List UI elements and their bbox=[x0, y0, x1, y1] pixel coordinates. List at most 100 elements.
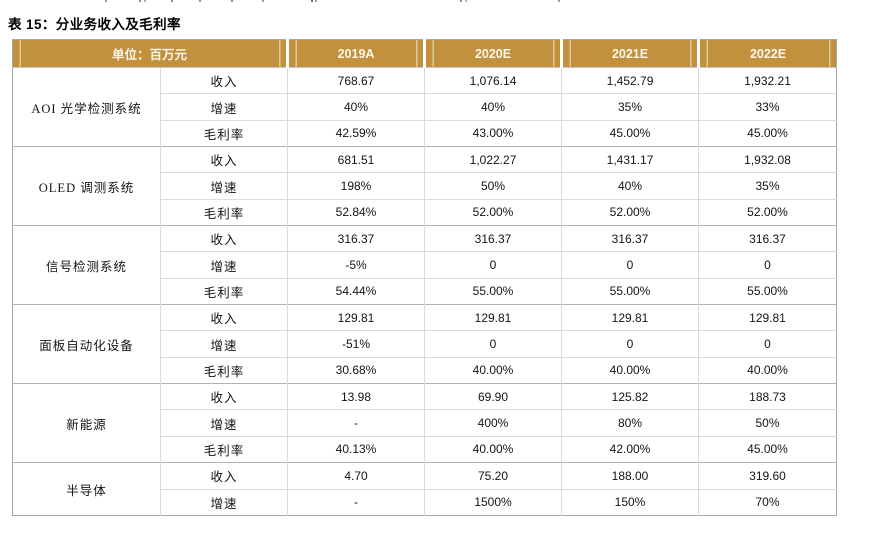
value-cell-2022E: 1,932.21 bbox=[698, 67, 837, 94]
value-cell-2020E: 400% bbox=[424, 409, 562, 437]
value-cell-2021E: 45.00% bbox=[561, 119, 699, 147]
metric-label-cell: 收入 bbox=[159, 462, 288, 489]
value-cell-2020E: 129.81 bbox=[424, 304, 562, 331]
value-cell-2021E: 40.00% bbox=[561, 356, 699, 384]
value-cell-2020E: 40.00% bbox=[424, 435, 562, 463]
value-cell-2022E: 0 bbox=[698, 251, 837, 279]
business-name-cell: OLED 调测系统 bbox=[12, 146, 161, 226]
metric-label-cell: 毛利率 bbox=[159, 435, 288, 463]
value-cell-2020E: 1,022.27 bbox=[424, 146, 562, 173]
clipped-text-fragments bbox=[0, 0, 2, 2]
metric-label-cell: 增速 bbox=[159, 93, 288, 121]
value-cell-2020E: 75.20 bbox=[424, 462, 562, 489]
table-row: 增速 198% 50% 40% 35% bbox=[13, 172, 837, 200]
value-cell-2021E: 188.00 bbox=[561, 462, 699, 489]
table-body: AOI 光学检测系统 收入 768.67 1,076.14 1,452.79 1,932.… bbox=[12, 67, 837, 516]
value-cell-2019A: 129.81 bbox=[287, 304, 425, 331]
metric-label-cell: 毛利率 bbox=[159, 277, 288, 305]
value-cell-2020E: 52.00% bbox=[424, 198, 562, 226]
table-row: 增速 -400% 80% 50% bbox=[13, 409, 837, 437]
segment-revenue-margin-table: 单位：百万元 2019A 2020E 2021E 2022E AOI 光学检测系统 收入 7… bbox=[12, 39, 838, 516]
value-cell-2019A: 52.84% bbox=[287, 198, 425, 226]
year-header-2021E: 2021E bbox=[560, 39, 699, 68]
value-cell-2020E: 50% bbox=[424, 172, 562, 200]
metric-label-cell: 增速 bbox=[159, 172, 288, 200]
value-cell-2020E: 0 bbox=[424, 330, 562, 358]
value-cell-2019A: 40% bbox=[287, 93, 425, 121]
value-cell-2021E: 1,431.17 bbox=[561, 146, 699, 173]
value-cell-2020E: 316.37 bbox=[424, 225, 562, 252]
business-name-cell: 半导体 bbox=[12, 462, 161, 516]
value-cell-2022E: 55.00% bbox=[698, 277, 837, 305]
table-row: 毛利率 52.84% 52.00% 52.00% 52.00% bbox=[13, 198, 837, 226]
value-cell-2019A: 768.67 bbox=[287, 67, 425, 94]
business-name-cell: AOI 光学检测系统 bbox=[12, 67, 161, 147]
table-header: 单位：百万元 2019A 2020E 2021E 2022E bbox=[12, 39, 837, 68]
value-cell-2019A: -5% bbox=[287, 251, 425, 279]
value-cell-2019A: 40.13% bbox=[287, 435, 425, 463]
value-cell-2019A: 54.44% bbox=[287, 277, 425, 305]
value-cell-2021E: 42.00% bbox=[561, 435, 699, 463]
table-row: 增速 -51% 0 0 0 bbox=[13, 330, 837, 358]
value-cell-2020E: 69.90 bbox=[424, 383, 562, 410]
value-cell-2019A: 198% bbox=[287, 172, 425, 200]
value-cell-2021E: 35% bbox=[561, 93, 699, 121]
value-cell-2020E: 1,076.14 bbox=[424, 67, 562, 94]
year-header-2020E: 2020E bbox=[423, 39, 562, 68]
value-cell-2022E: 50% bbox=[698, 409, 837, 437]
value-cell-2021E: 316.37 bbox=[561, 225, 699, 252]
value-cell-2020E: 40.00% bbox=[424, 356, 562, 384]
business-name-cell: 面板自动化设备 bbox=[12, 304, 161, 384]
metric-label-cell: 毛利率 bbox=[159, 356, 288, 384]
value-cell-2020E: 43.00% bbox=[424, 119, 562, 147]
table-row: 增速 40% 40% 35% 33% bbox=[13, 93, 837, 121]
table-row: 信号检测系统 收入 316.37 316.37 316.37 316.37 bbox=[12, 225, 837, 305]
value-cell-2022E: 45.00% bbox=[698, 119, 837, 147]
business-name-cell: 新能源 bbox=[12, 383, 161, 463]
value-cell-2021E: 129.81 bbox=[561, 304, 699, 331]
metric-label-cell: 增速 bbox=[159, 488, 288, 516]
value-cell-2022E: 0 bbox=[698, 330, 837, 358]
table-row: 毛利率 40.13% 40.00% 42.00% 45.00% bbox=[13, 435, 837, 463]
value-cell-2022E: 35% bbox=[698, 172, 837, 200]
value-cell-2019A: -51% bbox=[287, 330, 425, 358]
metric-label-cell: 增速 bbox=[159, 251, 288, 279]
value-cell-2020E: 0 bbox=[424, 251, 562, 279]
year-header-2019A: 2019A bbox=[286, 39, 425, 68]
value-cell-2022E: 1,932.08 bbox=[698, 146, 837, 173]
table-row: 新能源 收入 13.98 69.90 125.82 188.73 bbox=[12, 383, 837, 463]
value-cell-2021E: 1,452.79 bbox=[561, 67, 699, 94]
table-row: 半导体 收入 4.70 75.20 188.00 319.60 bbox=[12, 462, 837, 516]
metric-label-cell: 增速 bbox=[159, 330, 288, 358]
value-cell-2021E: 0 bbox=[561, 330, 699, 358]
table-row: 毛利率 54.44% 55.00% 55.00% 55.00% bbox=[13, 277, 837, 305]
value-cell-2022E: 70% bbox=[698, 488, 837, 516]
value-cell-2019A: 30.68% bbox=[287, 356, 425, 384]
table-row: AOI 光学检测系统 收入 768.67 1,076.14 1,452.79 1,932.… bbox=[12, 67, 837, 147]
metric-label-cell: 增速 bbox=[159, 409, 288, 437]
metric-label-cell: 收入 bbox=[159, 146, 288, 173]
value-cell-2019A: 13.98 bbox=[287, 383, 425, 410]
value-cell-2021E: 125.82 bbox=[561, 383, 699, 410]
value-cell-2019A: 42.59% bbox=[287, 119, 425, 147]
value-cell-2019A: 4.70 bbox=[287, 462, 425, 489]
value-cell-2022E: 40.00% bbox=[698, 356, 837, 384]
metric-label-cell: 收入 bbox=[159, 67, 288, 94]
value-cell-2021E: 52.00% bbox=[561, 198, 699, 226]
value-cell-2019A: - bbox=[287, 488, 425, 516]
value-cell-2020E: 55.00% bbox=[424, 277, 562, 305]
year-header-2022E: 2022E bbox=[697, 39, 837, 68]
metric-label-cell: 收入 bbox=[159, 225, 288, 252]
table-title: 表 15：分业务收入及毛利率 bbox=[8, 17, 181, 32]
metric-label-cell: 毛利率 bbox=[159, 198, 288, 226]
value-cell-2022E: 319.60 bbox=[698, 462, 837, 489]
table-row: OLED 调测系统 收入 681.51 1,022.27 1,431.17 1,932.0… bbox=[12, 146, 837, 226]
value-cell-2021E: 0 bbox=[561, 251, 699, 279]
value-cell-2021E: 55.00% bbox=[561, 277, 699, 305]
header-row: 单位：百万元 2019A 2020E 2021E 2022E bbox=[12, 39, 837, 68]
value-cell-2020E: 40% bbox=[424, 93, 562, 121]
value-cell-2019A: 681.51 bbox=[287, 146, 425, 173]
table-row: 增速 -5% 0 0 0 bbox=[13, 251, 837, 279]
value-cell-2021E: 80% bbox=[561, 409, 699, 437]
